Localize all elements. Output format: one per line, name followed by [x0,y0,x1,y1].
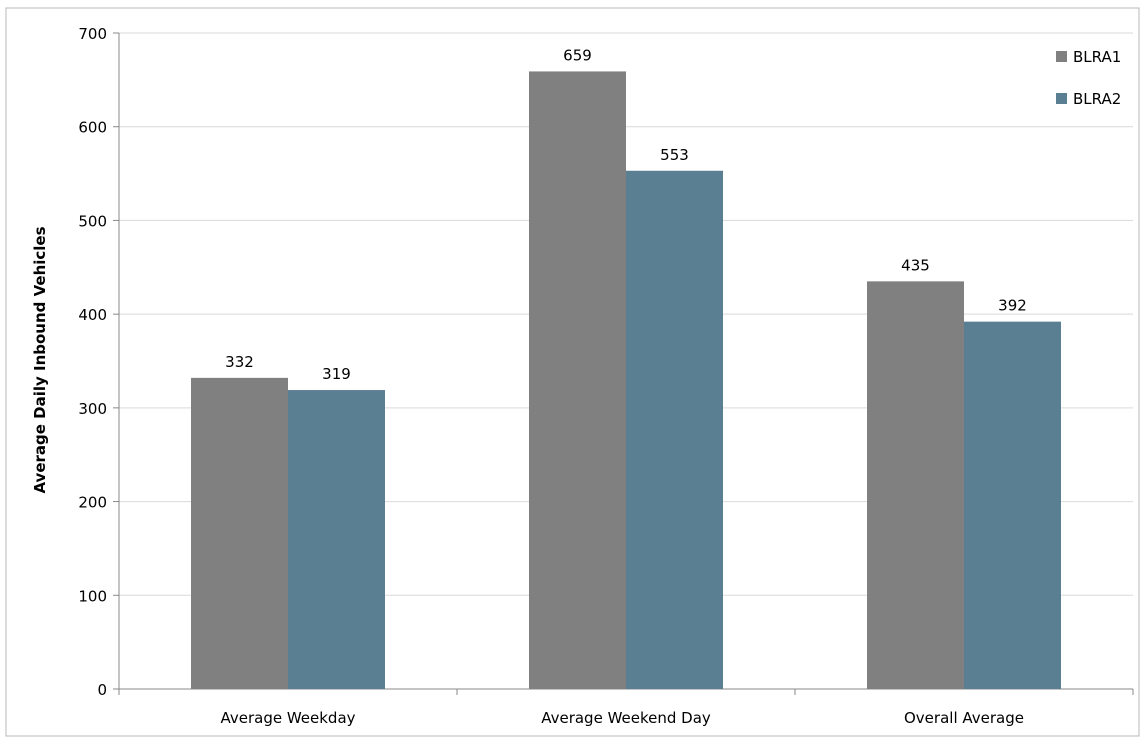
data-label: 553 [660,146,689,164]
y-tick-label: 700 [78,25,107,43]
legend-swatch-blra1 [1056,51,1067,62]
bar-blra2-2 [626,170,723,689]
data-label: 332 [225,353,254,371]
legend: BLRA1 BLRA2 [1056,48,1121,108]
legend-label-blra1: BLRA1 [1073,48,1121,66]
axes: 0 100 200 300 400 500 600 700 Average Weekday Ave… [78,25,1134,727]
legend-swatch-blra2 [1056,93,1067,104]
y-tick-label: 300 [78,400,107,418]
data-labels: 332 319 659 553 435 392 [225,46,1027,383]
y-tick-label: 600 [78,119,107,137]
y-tick-label: 400 [78,306,107,324]
legend-label-blra2: BLRA2 [1073,90,1121,108]
bar-blra1-3 [867,281,964,689]
x-tick-label: Overall Average [904,709,1024,727]
data-label: 392 [998,297,1027,315]
x-tick-label: Average Weekend Day [541,709,711,727]
bar-blra1-1 [191,377,288,689]
y-tick-label: 500 [78,212,107,230]
bar-blra1-2 [529,71,626,690]
data-label: 659 [563,46,592,64]
bars [191,71,1061,690]
y-tick-label: 200 [78,494,107,512]
y-tick-label: 100 [78,587,107,605]
data-label: 435 [901,256,930,274]
bar-blra2-3 [964,321,1061,689]
y-tick-label: 0 [97,681,107,699]
y-axis-label: Average Daily Inbound Vehicles [31,226,49,493]
bar-blra2-1 [288,390,385,689]
data-label: 319 [322,365,351,383]
x-tick-label: Average Weekday [220,709,355,727]
